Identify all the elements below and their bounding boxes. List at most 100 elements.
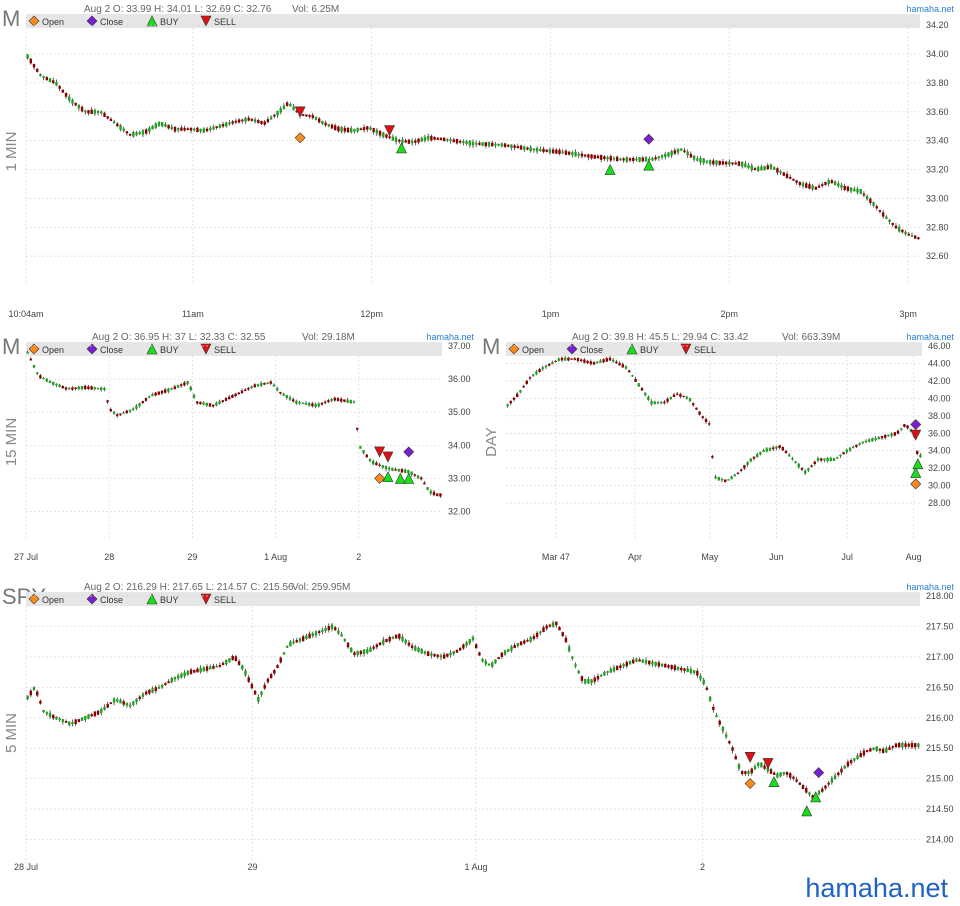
candle-body — [837, 772, 840, 776]
y-tick-label: 30.00 — [928, 481, 951, 491]
candle-body — [87, 386, 90, 390]
legend-sell-marker — [200, 343, 212, 355]
candle-body — [756, 167, 760, 172]
candle-body — [96, 387, 100, 390]
candle-body — [776, 168, 779, 173]
candle-body — [269, 674, 273, 679]
candle-body — [119, 699, 122, 704]
candle-body — [141, 693, 145, 697]
candle-body — [512, 397, 516, 400]
candle-body — [375, 462, 378, 466]
x-tick-label: Mar 47 — [542, 552, 570, 562]
candle-body — [26, 695, 29, 700]
trade-buy-marker — [394, 472, 406, 484]
candle-body — [679, 393, 682, 397]
candle-body — [32, 365, 36, 368]
candle-body — [769, 164, 773, 169]
candle-body — [305, 114, 308, 117]
candle-body — [612, 667, 616, 672]
candle-body — [176, 385, 180, 388]
candle-body — [666, 398, 669, 402]
candle-body — [837, 183, 840, 187]
candle-body — [784, 451, 788, 454]
candle-body — [167, 124, 170, 129]
candle-body — [144, 129, 148, 134]
candle-body — [68, 96, 71, 101]
candle-body — [209, 666, 212, 670]
candle-body — [692, 403, 695, 406]
candle-body — [90, 109, 93, 114]
candle-body — [58, 718, 61, 721]
candle-body — [880, 436, 884, 439]
interval-label: 5 MIN — [3, 713, 20, 753]
y-tick-label: 32.60 — [926, 251, 949, 261]
candle-body — [833, 775, 837, 779]
candle-body — [760, 166, 763, 171]
candle-body — [503, 143, 507, 148]
legend-close-marker — [566, 343, 578, 355]
y-tick-label: 34.00 — [928, 446, 951, 456]
candle-body — [26, 351, 29, 354]
candle-body — [654, 157, 657, 160]
candle-body — [846, 761, 850, 767]
candle-body — [417, 647, 420, 653]
candle-body — [888, 219, 891, 223]
candle-body — [465, 141, 468, 144]
candle-body — [295, 400, 298, 404]
candle-body — [343, 399, 346, 402]
candle-body — [183, 382, 186, 386]
candle-body — [151, 394, 154, 397]
symbol-label: M — [2, 334, 20, 359]
candle-body — [587, 154, 590, 158]
candle-body — [446, 653, 449, 657]
candle-body — [282, 105, 286, 109]
candle-body — [266, 119, 270, 123]
brand-link: hamaha.net — [906, 332, 954, 342]
candle-body — [881, 748, 885, 753]
candle-body — [228, 396, 231, 400]
candle-body — [106, 116, 109, 119]
candle-body — [628, 158, 632, 161]
candle-body — [458, 140, 462, 143]
candle-body — [144, 398, 148, 401]
candle-body — [253, 690, 257, 695]
candle-body — [61, 719, 65, 723]
candle-body — [436, 654, 439, 657]
candle-body — [420, 477, 423, 480]
candle-body — [452, 651, 455, 655]
candle-body — [343, 639, 347, 642]
candle-body — [580, 153, 584, 157]
candle-body — [397, 468, 400, 472]
candle-body — [196, 668, 199, 673]
candle-body — [651, 157, 654, 161]
candle-body — [260, 691, 263, 695]
candle-body — [657, 156, 661, 159]
candle-body — [721, 161, 725, 165]
x-tick-label: 28 Jul — [14, 862, 38, 872]
candle-body — [100, 111, 103, 114]
candle-body — [542, 627, 545, 633]
candle-body — [240, 390, 244, 394]
candle-body — [538, 368, 541, 373]
candle-body — [39, 700, 42, 704]
candle-body — [619, 158, 622, 161]
candle-body — [589, 361, 592, 365]
y-tick-label: 32.80 — [926, 222, 949, 232]
candle-body — [768, 447, 772, 451]
candle-body — [673, 150, 677, 154]
candle-body — [266, 382, 269, 384]
candle-body — [560, 357, 564, 361]
brand-link: hamaha.net — [426, 332, 474, 342]
candle-body — [877, 437, 880, 440]
legend-buy-label: BUY — [160, 345, 179, 355]
candle-body — [336, 398, 340, 402]
candle-body — [193, 128, 196, 131]
candle-body — [420, 648, 423, 654]
candle-body — [407, 642, 411, 646]
candle-body — [615, 361, 618, 364]
candle-body — [824, 182, 827, 186]
candle-body — [154, 123, 157, 129]
candle-body — [900, 428, 903, 430]
candle-body — [599, 155, 603, 160]
candle-body — [378, 642, 382, 646]
